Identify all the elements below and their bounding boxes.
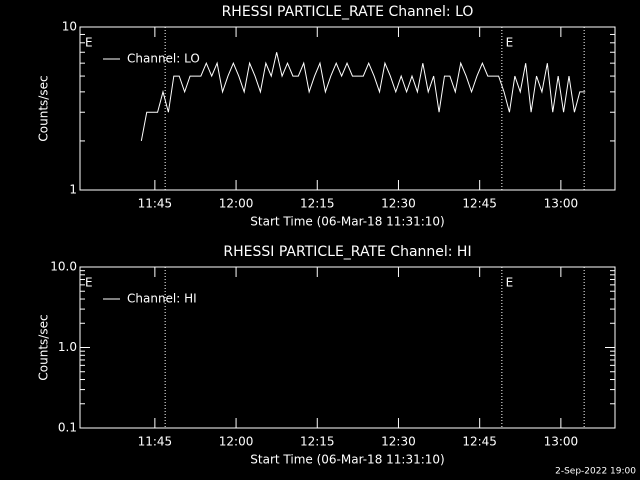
- y-axis-label: Counts/sec: [37, 75, 51, 141]
- plot-frame: [79, 26, 616, 191]
- y-tick-label: 10: [62, 20, 77, 34]
- legend-label: Channel: HI: [127, 292, 197, 306]
- annotation: E: [506, 276, 514, 290]
- x-tick-label: 11:45: [138, 435, 173, 449]
- x-tick-label: 12:30: [381, 197, 416, 211]
- annotation: E: [85, 36, 93, 50]
- y-tick-label: 1: [69, 183, 77, 197]
- x-tick-label: 12:30: [381, 435, 416, 449]
- y-tick-label: 10.0: [50, 260, 77, 274]
- annotation: E: [506, 36, 514, 50]
- chart-title: RHESSI PARTICLE_RATE Channel: HI: [223, 244, 471, 260]
- x-axis-label: Start Time (06-Mar-18 11:31:10): [250, 453, 444, 467]
- footer: 2-Sep-2022 19:00: [555, 467, 636, 477]
- x-tick-label: 13:00: [544, 435, 579, 449]
- annotation: E: [85, 276, 93, 290]
- y-tick-label: 0.1: [58, 421, 77, 435]
- x-tick-label: 12:45: [462, 197, 497, 211]
- x-axis-label: Start Time (06-Mar-18 11:31:10): [250, 215, 444, 229]
- data-line: [140, 52, 586, 142]
- legend-label: Channel: LO: [127, 52, 200, 66]
- y-axis-label: Counts/sec: [37, 314, 51, 380]
- x-tick-label: 11:45: [138, 197, 173, 211]
- x-tick-label: 12:00: [219, 197, 254, 211]
- x-tick-label: 12:15: [300, 435, 335, 449]
- x-tick-label: 12:15: [300, 197, 335, 211]
- x-tick-label: 13:00: [544, 197, 579, 211]
- y-tick-label: 1.0: [58, 340, 77, 354]
- x-tick-label: 12:45: [462, 435, 497, 449]
- chart-title: RHESSI PARTICLE_RATE Channel: LO: [222, 4, 474, 20]
- x-tick-label: 12:00: [219, 435, 254, 449]
